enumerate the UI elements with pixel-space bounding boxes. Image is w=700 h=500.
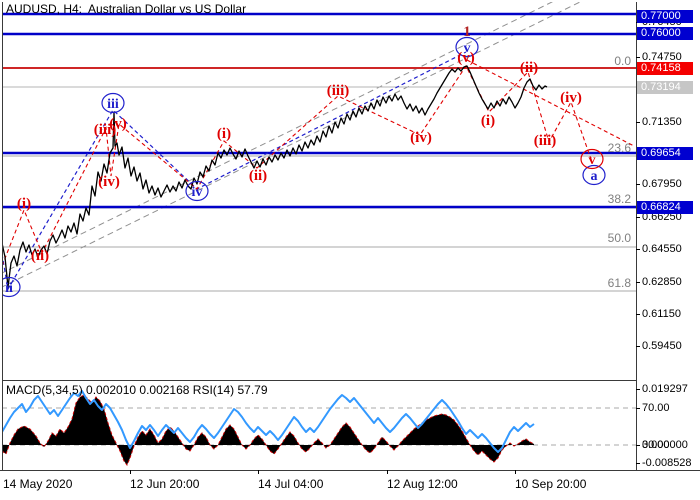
price-axis-tick <box>636 314 640 315</box>
wave-label-(ii)[interactable]: (ii) <box>520 60 538 76</box>
price-axis-label: 0.62850 <box>642 276 682 288</box>
price-axis-tick <box>636 122 640 123</box>
panel-divider <box>2 380 637 381</box>
wave-circle-iii[interactable] <box>101 92 125 114</box>
time-axis-label: 12 Aug 12:00 <box>387 477 458 491</box>
indicator-axis-label: 30.00 <box>642 439 670 451</box>
time-axis-tick <box>130 470 131 474</box>
wave-label-v[interactable]: v <box>464 41 471 56</box>
indicator-axis-label: 0.019297 <box>642 383 688 395</box>
price-axis-label: 0.61150 <box>642 308 681 320</box>
fib-label-23.6: 23.6 <box>608 141 632 155</box>
channel-line-0[interactable] <box>2 2 582 288</box>
price-badge-0.74158: 0.74158 <box>637 62 693 75</box>
wave-label-ii[interactable]: ii <box>5 281 13 296</box>
wave-label-(ii)[interactable]: (ii) <box>249 168 267 184</box>
indicator-axis-label: 70.00 <box>642 402 670 414</box>
wave-label-(iii)[interactable]: (iii) <box>534 133 557 149</box>
price-axis-label: 0.74750 <box>642 51 682 63</box>
price-axis-label: 0.59450 <box>642 340 682 352</box>
wave-circle-iv[interactable] <box>185 180 209 202</box>
wave-circle-v[interactable] <box>580 148 604 170</box>
price-axis-label: 0.64550 <box>642 243 682 255</box>
wave-circle-ii[interactable] <box>2 276 21 298</box>
price-chart-canvas[interactable]: 0.023.638.250.061.8iiiiiivvav1(i)(ii)(ii… <box>2 2 636 379</box>
wave-label-a[interactable]: a <box>591 169 598 184</box>
price-axis-tick <box>636 217 640 218</box>
indicator-axis-tick <box>636 408 640 409</box>
indicator-label: MACD(5,34,5) 0.002010 0.002168 RSI(14) 5… <box>6 383 268 397</box>
fib-label-50.0: 50.0 <box>608 231 632 245</box>
wave-label-(i)[interactable]: (i) <box>481 113 495 129</box>
indicator-panel-canvas[interactable] <box>2 381 636 468</box>
time-axis-label: 10 Sep 20:00 <box>515 477 587 491</box>
price-badge-0.76000: 0.76000 <box>637 27 693 40</box>
fib-label-0.0: 0.0 <box>614 54 631 68</box>
wave-label-(ii)[interactable]: (ii) <box>31 248 49 264</box>
wave-circle-a[interactable] <box>582 164 606 186</box>
wave-label-(iv)[interactable]: (iv) <box>410 130 432 146</box>
price-axis-tick <box>636 282 640 283</box>
price-line <box>2 65 548 288</box>
time-axis-spine <box>0 470 700 471</box>
price-badge-0.69654: 0.69654 <box>637 147 693 160</box>
fib-label-61.8: 61.8 <box>608 276 632 290</box>
time-axis-label: 14 May 2020 <box>3 477 73 491</box>
wave-label-(iv)[interactable]: (iv) <box>560 90 582 106</box>
wave-path-red[interactable] <box>2 64 593 267</box>
wave-label-iii[interactable]: iii <box>107 97 119 112</box>
wave-circle-v[interactable] <box>455 36 479 58</box>
indicator-axis-tick <box>636 445 640 446</box>
channel-line-1[interactable] <box>2 2 554 274</box>
price-axis-label: 0.71350 <box>642 116 682 128</box>
indicator-axis-tick <box>636 389 640 390</box>
price-badge-0.73194: 0.73194 <box>637 81 693 94</box>
rsi-line <box>2 390 535 453</box>
time-axis-label: 12 Jun 20:00 <box>130 477 200 491</box>
wave-label-(iii)[interactable]: (iii) <box>94 122 117 138</box>
wave-label-v[interactable]: v <box>589 153 596 168</box>
time-axis-tick <box>258 470 259 474</box>
wave-label-(v)[interactable]: (v) <box>109 116 127 132</box>
wave-label-(v)[interactable]: (v) <box>457 50 475 66</box>
time-axis-tick <box>387 470 388 474</box>
axis-spine <box>636 2 637 470</box>
price-axis-label: 0.66250 <box>642 211 682 223</box>
wave-label-(iii)[interactable]: (iii) <box>327 83 350 99</box>
chart-title: AUDUSD, H4: Australian Dollar vs US Doll… <box>6 2 247 16</box>
price-axis-label: 0.67950 <box>642 178 682 190</box>
fib-label-38.2: 38.2 <box>608 192 632 206</box>
price-axis-tick <box>636 184 640 185</box>
wave-label-(i)[interactable]: (i) <box>17 196 31 212</box>
wave-path-blue[interactable] <box>2 51 467 291</box>
wave-label-iv[interactable]: iv <box>192 185 203 200</box>
forecast-line-red[interactable] <box>466 59 635 147</box>
indicator-axis-label: -0.008528 <box>642 457 692 469</box>
price-axis-tick <box>636 346 640 347</box>
wave-label-1[interactable]: 1 <box>463 24 471 40</box>
time-axis-label: 14 Jul 04:00 <box>258 477 324 491</box>
price-axis-tick <box>636 249 640 250</box>
left-spine <box>2 2 3 470</box>
time-axis-tick <box>515 470 516 474</box>
macd-signal-line <box>2 394 535 466</box>
price-badge-0.77000: 0.77000 <box>637 10 693 23</box>
indicator-axis-label: 0.000000 <box>642 439 688 451</box>
price-badge-0.66824: 0.66824 <box>637 201 693 214</box>
indicator-axis-tick <box>636 463 640 464</box>
wave-label-(iv)[interactable]: (iv) <box>98 174 120 190</box>
macd-histogram <box>2 395 534 465</box>
price-axis-tick <box>636 57 640 58</box>
wave-label-(i)[interactable]: (i) <box>217 126 231 142</box>
